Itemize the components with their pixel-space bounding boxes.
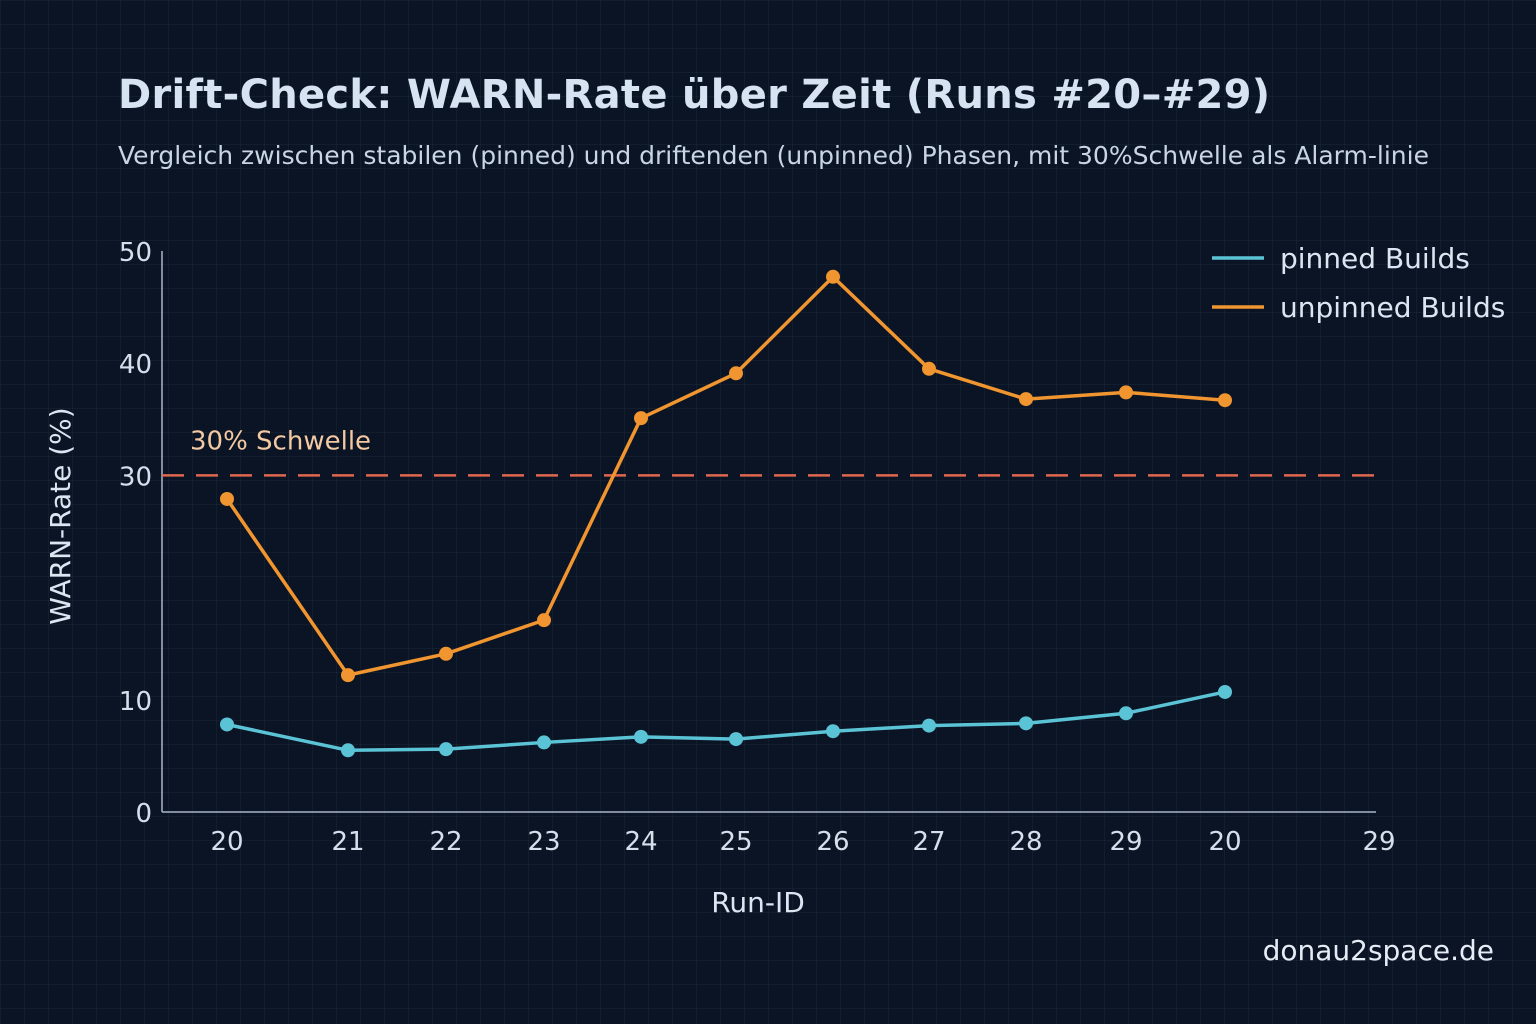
data-point [439,646,453,661]
legend-label: unpinned Builds [1280,291,1505,324]
data-point [220,491,234,506]
data-point [634,729,648,744]
data-point [1218,684,1232,699]
data-point [634,411,648,426]
data-point [341,743,355,758]
x-tick-label: 26 [816,827,849,857]
series-layer [220,269,1232,758]
data-point [537,613,551,628]
x-tick-label: 24 [624,827,657,857]
x-tick-label: 23 [527,827,560,857]
y-axis-title: WARN-Rate (%) [44,407,77,624]
data-point [826,724,840,739]
chart-subtitle: Vergleich zwischen stabilen (pinned) und… [118,141,1429,170]
y-tick-label: 50 [119,238,152,268]
x-tick-label: 20 [210,827,243,857]
x-tick-label: 22 [429,827,462,857]
data-point [922,361,936,376]
axis-labels: Run-ID WARN-Rate (%) [44,407,805,919]
x-tick-label: 21 [331,827,364,857]
x-tick-label: 29 [1362,827,1395,857]
chart-axes: 0 10 30 40 50 20 21 22 23 24 25 26 27 28 29 20 29 [119,238,1396,857]
x-tick-label: 27 [912,827,945,857]
data-point [341,668,355,683]
data-point [1019,716,1033,731]
series-pinned-builds [220,684,1232,758]
data-point [729,366,743,381]
x-tick-label: 25 [719,827,752,857]
x-tick-label: 29 [1109,827,1142,857]
threshold-layer: 30% Schwelle [162,426,1380,477]
data-point [1119,706,1133,721]
series-line [226,690,1226,753]
data-point [729,732,743,747]
y-tick-label: 30 [119,462,152,492]
data-point [826,269,840,284]
x-tick-label: 28 [1009,827,1042,857]
y-tick-label: 0 [135,799,152,829]
data-point [1119,385,1133,400]
legend-label: pinned Builds [1280,242,1470,275]
x-tick-label: 20 [1208,827,1241,857]
x-axis-title: Run-ID [711,886,805,919]
data-point [439,742,453,757]
series-unpinned-builds [220,269,1232,683]
data-point [922,718,936,733]
y-tick-label: 40 [119,350,152,380]
chart-title: Drift-Check: WARN-Rate über Zeit (Runs #… [118,72,1271,118]
data-point [1218,393,1232,408]
data-point [537,735,551,750]
data-point [220,717,234,732]
threshold-label: 30% Schwelle [190,426,371,456]
data-point [1019,392,1033,407]
watermark: donau2space.de [1262,934,1494,967]
y-tick-label: 10 [119,687,152,717]
legend: pinned Builds unpinned Builds [1212,242,1505,324]
